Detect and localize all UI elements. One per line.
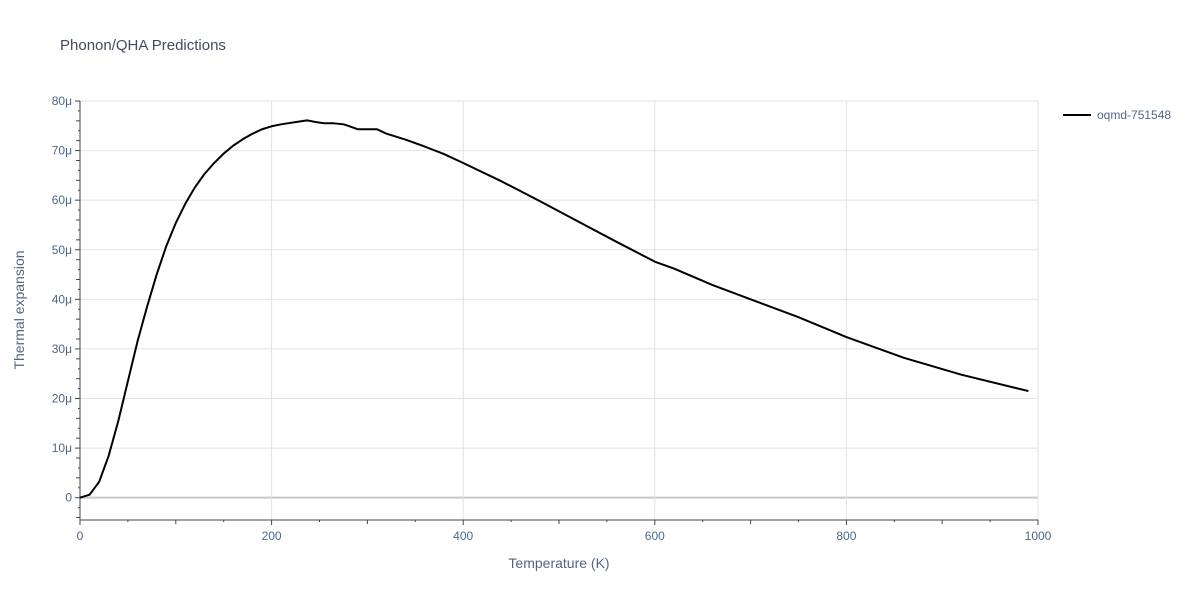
y-axis-title: Thermal expansion [11,250,27,369]
y-tick-label: 30μ [52,342,72,356]
chart-title: Phonon/QHA Predictions [60,37,226,54]
x-tick-label: 400 [453,529,473,543]
x-tick-label: 600 [645,529,665,543]
x-tick-label: 0 [77,529,84,543]
x-tick-label: 1000 [1025,529,1052,543]
x-tick-label: 800 [836,529,856,543]
legend[interactable]: oqmd-751548 [1063,108,1171,122]
x-tick-label: 200 [262,529,282,543]
y-tick-label: 0 [65,491,72,505]
y-tick-label: 10μ [52,441,72,455]
y-tick-label: 70μ [52,144,72,158]
axes: 0 10μ 20μ 30μ 40μ 50μ 60μ 70μ 80μ 0 200 400 600 800 10… [52,94,1052,543]
x-axis-title: Temperature (K) [508,555,609,571]
y-tick-label: 60μ [52,193,72,207]
series-line [79,119,1029,499]
series-layer [79,119,1029,499]
legend-item-label[interactable]: oqmd-751548 [1097,108,1171,122]
grid [80,100,1039,520]
y-tick-label: 40μ [52,292,72,306]
y-tick-label: 20μ [52,392,72,406]
y-tick-label: 80μ [52,94,72,108]
y-tick-label: 50μ [52,243,72,257]
